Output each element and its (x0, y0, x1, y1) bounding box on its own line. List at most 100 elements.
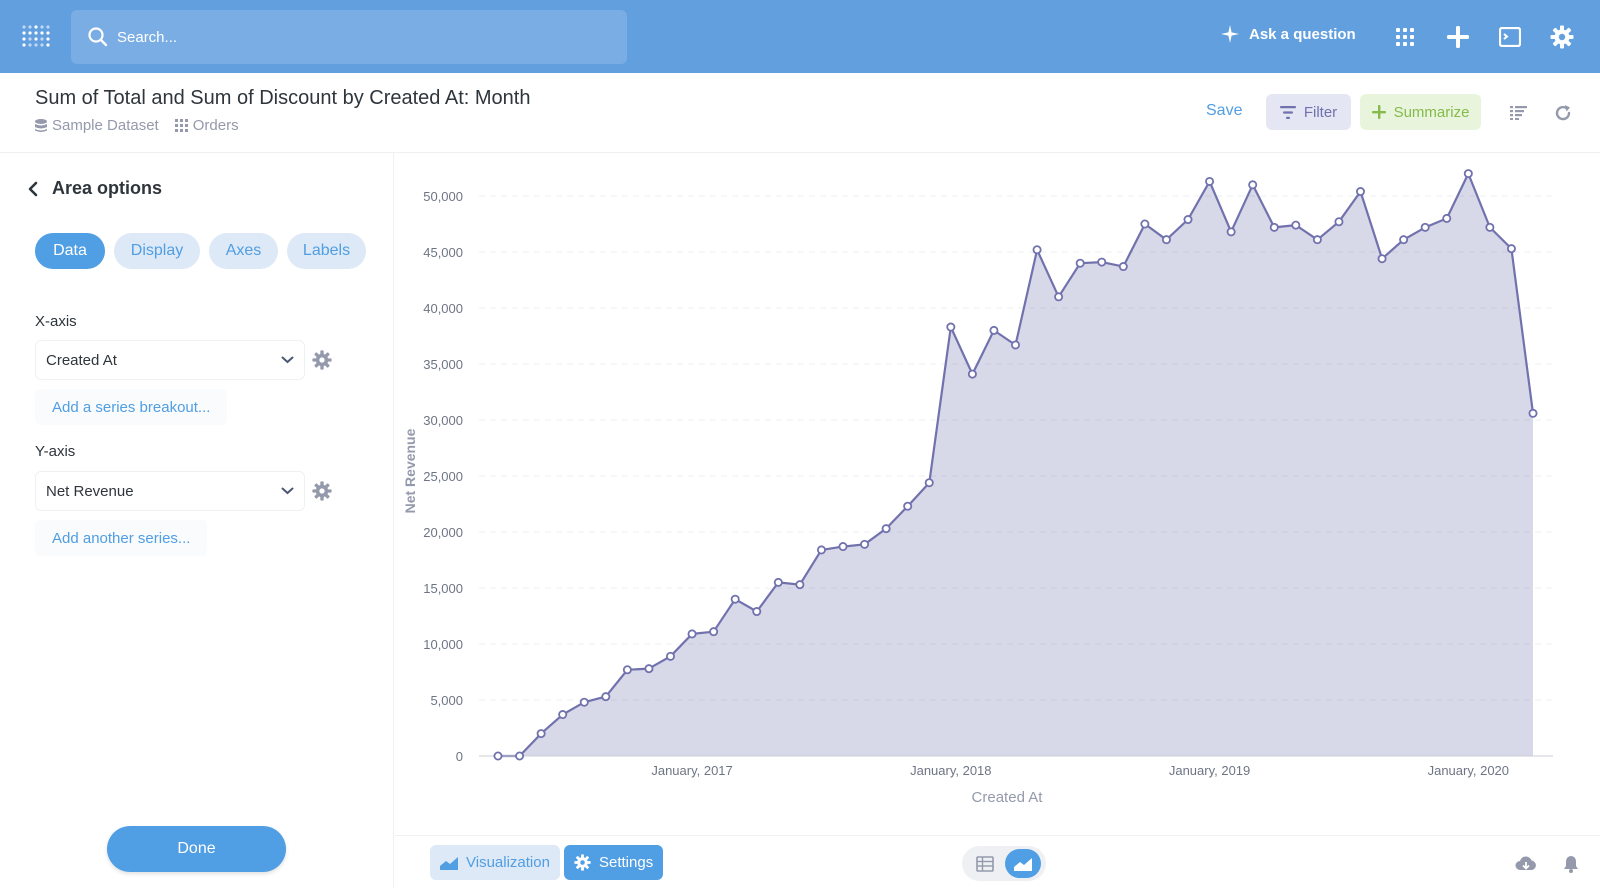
summarize-button[interactable]: Summarize (1360, 94, 1481, 130)
x-axis-select[interactable]: Created At (35, 340, 305, 380)
y-axis-select[interactable]: Net Revenue (35, 471, 305, 511)
data-point (1140, 219, 1150, 229)
data-point (1506, 244, 1516, 254)
ask-question-label: Ask a question (1249, 25, 1356, 43)
x-axis-gear-icon[interactable] (312, 350, 332, 370)
data-point (1226, 227, 1236, 237)
data-point (1205, 176, 1215, 186)
chart-view-toggle[interactable] (1005, 849, 1041, 878)
notebook-list-icon[interactable] (1508, 103, 1528, 123)
data-point (1377, 254, 1387, 264)
settings-label: Settings (599, 854, 654, 871)
y-tick-label: 20,000 (423, 525, 463, 540)
new-plus-icon[interactable] (1445, 24, 1471, 50)
data-point (1248, 180, 1258, 190)
top-nav: Search... Ask a question (0, 0, 1600, 73)
table-view-toggle[interactable] (967, 849, 1003, 878)
data-point (1161, 235, 1171, 245)
summarize-plus-icon (1371, 105, 1386, 119)
y-axis-gear-icon[interactable] (312, 481, 332, 501)
breadcrumb-table[interactable]: Orders (174, 117, 239, 134)
tab-data[interactable]: Data (35, 233, 105, 269)
filter-button[interactable]: Filter (1266, 94, 1351, 130)
data-point (1032, 245, 1042, 255)
ask-question-button[interactable]: Ask a question (1220, 24, 1356, 44)
refresh-icon[interactable] (1553, 103, 1573, 123)
download-icon[interactable] (1515, 853, 1537, 875)
question-title[interactable]: Sum of Total and Sum of Discount by Crea… (35, 87, 531, 109)
table-icon (976, 855, 994, 872)
sparkle-icon (1221, 25, 1239, 43)
tab-labels[interactable]: Labels (287, 233, 366, 269)
alert-bell-icon[interactable] (1560, 853, 1582, 875)
data-point (1485, 222, 1495, 232)
data-point (773, 577, 783, 587)
search-bar[interactable]: Search... (71, 10, 627, 64)
y-tick-label: 15,000 (423, 581, 463, 596)
data-point (687, 629, 697, 639)
tab-display[interactable]: Display (114, 233, 200, 269)
apps-grid-icon[interactable] (1392, 24, 1418, 50)
done-button[interactable]: Done (107, 826, 286, 872)
x-tick-label: January, 2019 (1169, 763, 1250, 778)
filter-icon (1279, 105, 1296, 119)
y-axis-label: Y-axis (35, 443, 76, 460)
view-footer: Visualization Settings (395, 835, 1600, 888)
data-point (1183, 215, 1193, 225)
y-tick-label: 50,000 (423, 189, 463, 204)
settings-gear-icon[interactable] (1549, 24, 1575, 50)
settings-tabs: Data Display Axes Labels (35, 233, 375, 269)
data-point (1356, 187, 1366, 197)
save-button[interactable]: Save (1206, 102, 1243, 119)
summarize-label: Summarize (1393, 103, 1470, 121)
data-point (752, 607, 762, 617)
y-axis-title: Net Revenue (402, 428, 418, 513)
data-point (881, 524, 891, 534)
search-icon (88, 27, 108, 47)
x-tick-label: January, 2017 (651, 763, 732, 778)
data-point (1334, 217, 1344, 227)
data-point (709, 627, 719, 637)
y-tick-label: 0 (456, 749, 463, 764)
filter-label: Filter (1303, 103, 1338, 121)
data-point (1054, 292, 1064, 302)
sql-editor-icon[interactable] (1497, 24, 1523, 50)
table-name: Orders (192, 117, 239, 134)
series-area (498, 173, 1533, 757)
add-another-series-button[interactable]: Add another series... (35, 520, 208, 556)
chevron-left-icon (28, 181, 38, 196)
gear-icon (574, 854, 591, 871)
data-point (1442, 213, 1452, 223)
y-axis-value: Net Revenue (46, 482, 134, 500)
area-chart-icon (1014, 857, 1032, 871)
database-name: Sample Dataset (52, 117, 159, 134)
y-tick-label: 10,000 (423, 637, 463, 652)
data-point (601, 692, 611, 702)
x-axis-title: Created At (972, 789, 1044, 806)
data-point (946, 322, 956, 332)
x-axis-label: X-axis (35, 313, 77, 330)
area-options-back[interactable]: Area options (28, 178, 162, 199)
settings-sidebar: Area options Data Display Axes Labels X-… (0, 153, 394, 888)
data-point (1528, 408, 1538, 418)
breadcrumb-database[interactable]: Sample Dataset (35, 117, 159, 134)
settings-button[interactable]: Settings (564, 845, 664, 880)
data-point (838, 542, 848, 552)
data-point (816, 545, 826, 555)
data-point (536, 729, 546, 739)
table-grid-icon (174, 119, 188, 132)
y-tick-label: 25,000 (423, 469, 463, 484)
data-point (558, 710, 568, 720)
data-point (795, 580, 805, 590)
metabase-logo-icon[interactable] (20, 22, 50, 52)
data-point (644, 664, 654, 674)
tab-axes[interactable]: Axes (209, 233, 278, 269)
x-axis-value: Created At (46, 351, 117, 369)
data-point (579, 697, 589, 707)
add-series-breakout-button[interactable]: Add a series breakout... (35, 389, 228, 425)
visualization-label: Visualization (466, 854, 550, 871)
data-point (1420, 222, 1430, 232)
visualization-button[interactable]: Visualization (430, 845, 560, 880)
area-chart: 0 5,000 10,000 15,000 20,000 25,000 30,000 35,0… (402, 169, 1553, 806)
breadcrumb: Sample Dataset Orders (35, 117, 255, 134)
